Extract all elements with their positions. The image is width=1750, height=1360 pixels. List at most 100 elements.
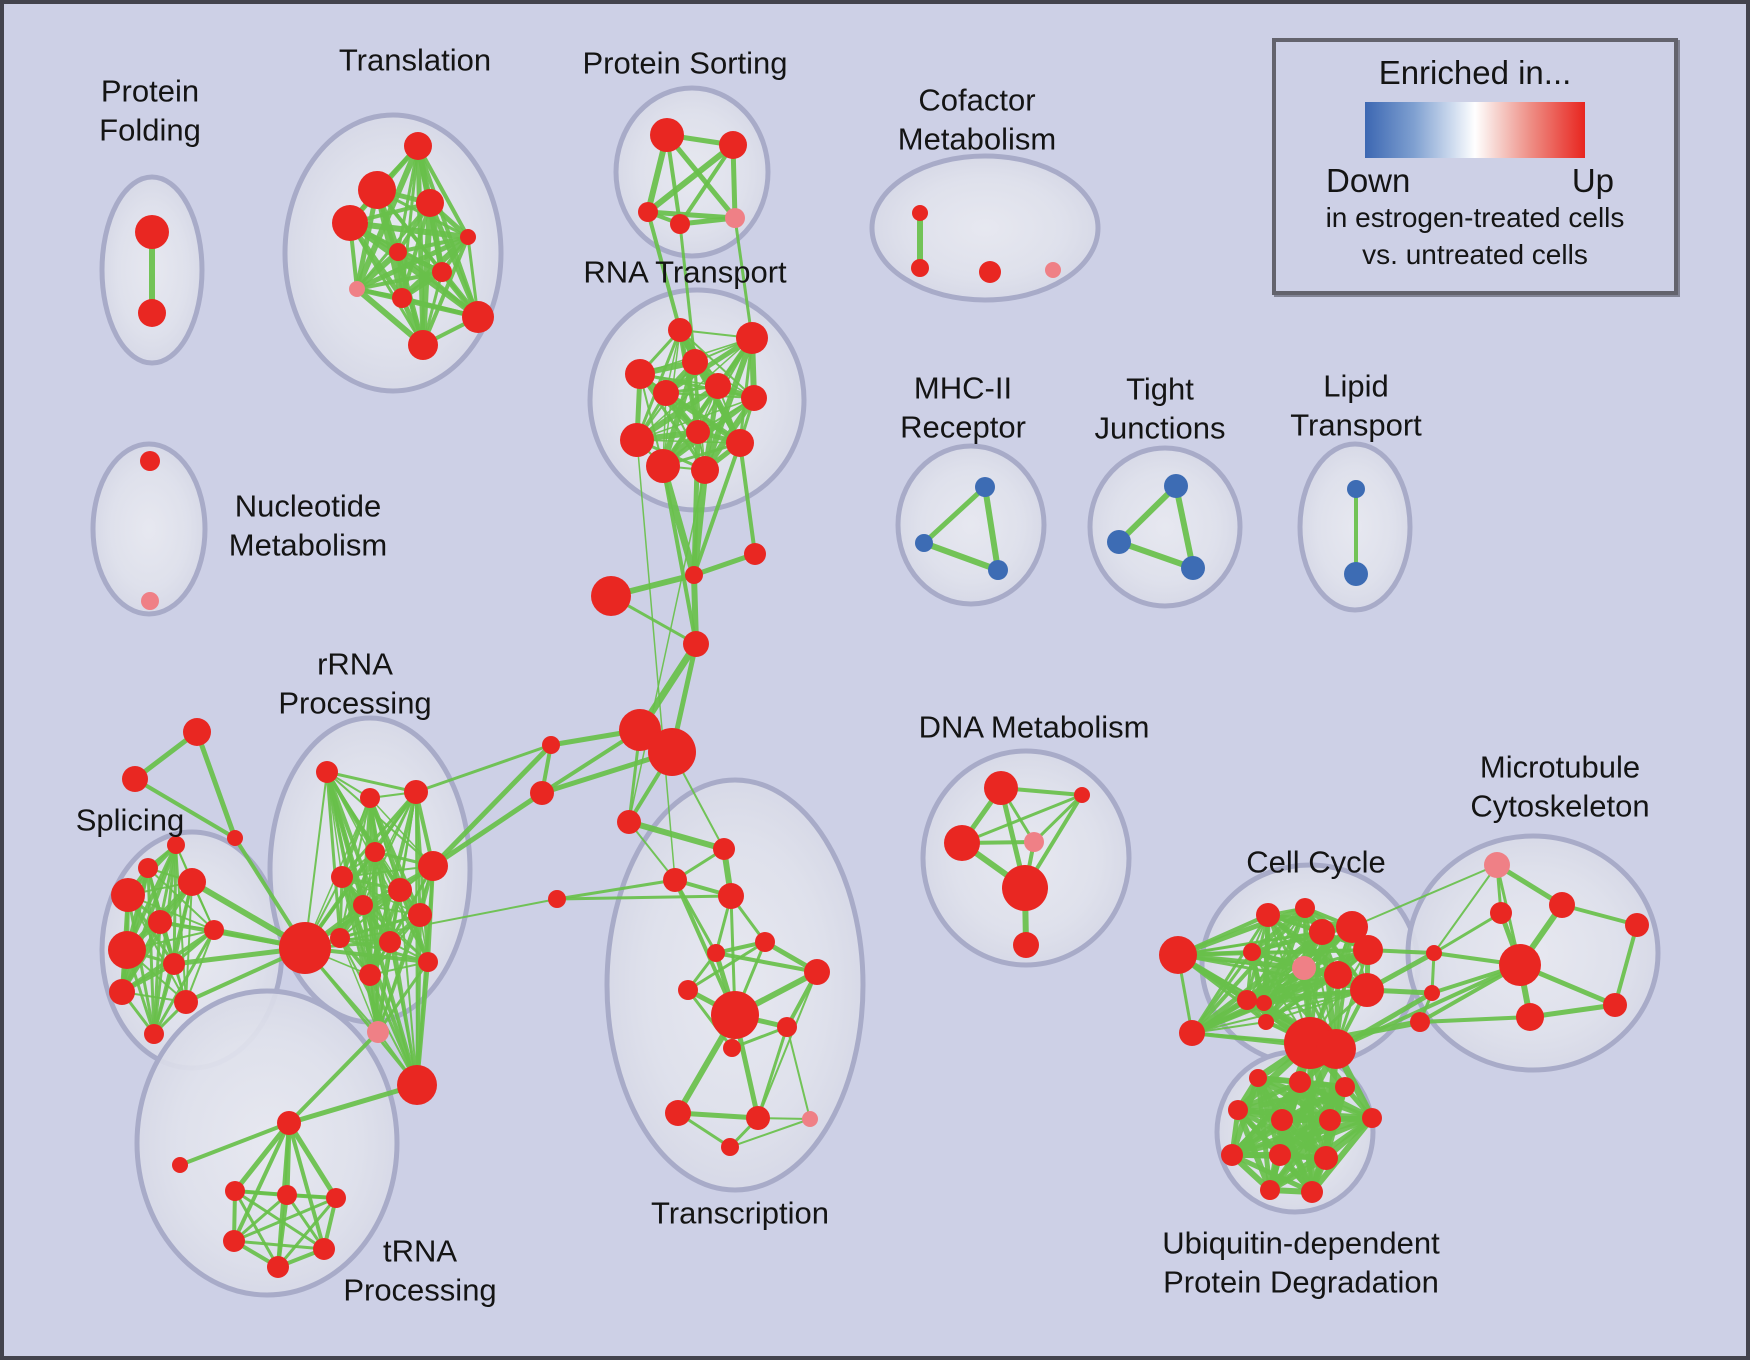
cluster-ellipse-tight-junctions	[1087, 445, 1243, 609]
network-node-trna-processing-6	[313, 1238, 335, 1260]
network-node-transcription-0	[617, 810, 641, 834]
network-edge-transcription	[729, 1118, 811, 1148]
network-edge-protein-sorting	[645, 142, 736, 215]
network-node-transcription-6	[678, 980, 698, 1000]
network-edge-rrna-processing	[415, 960, 430, 1087]
network-node-transcription-13	[802, 1111, 818, 1127]
network-node-splicing-0	[138, 858, 158, 878]
network-node-splicing-9	[174, 990, 198, 1014]
cluster-label-splicing: Splicing	[75, 802, 185, 838]
cluster-label-dna-metabolism: DNA Metabolism	[918, 709, 1150, 745]
network-node-protein-sorting-2	[638, 202, 658, 222]
network-node-rrna-processing-14	[367, 1021, 389, 1043]
network-node-transcription-2	[663, 868, 687, 892]
network-node-trna-processing-5	[223, 1230, 245, 1252]
network-node-microtubule-cytoskeleton-2	[1490, 902, 1512, 924]
network-node-translation-1	[358, 171, 396, 209]
network-edge-splicing-satellites	[194, 729, 238, 841]
network-edge-dna-metabolism	[960, 793, 1084, 845]
network-node-cell-cycle-3	[1295, 898, 1315, 918]
network-node-rna-transport-8	[686, 420, 710, 444]
network-edge-splicing	[185, 881, 193, 1003]
network-node-splicing-2	[111, 878, 145, 912]
network-edge-rrna-processing	[338, 913, 422, 940]
network-edge-protein-sorting--rna-transport	[733, 216, 754, 340]
network-edge-tight-junctions	[1116, 539, 1196, 571]
network-edge-protein-sorting	[678, 143, 735, 226]
network-edge-rrna-processing	[304, 771, 328, 949]
cluster-label-trna-processing: tRNA Processing	[343, 1233, 497, 1308]
network-edge-mhc-ii-receptor	[982, 484, 1001, 573]
network-node-rrna-processing-3	[365, 842, 385, 862]
network-node-rrna-processing-0	[316, 761, 338, 783]
cluster-label-cofactor-metabolism: Cofactor Metabolism	[897, 82, 1057, 157]
network-node-rna-transport-0	[668, 318, 692, 342]
network-edge-tight-junctions	[1173, 483, 1196, 571]
network-node-cofactor-metabolism-3	[1045, 262, 1061, 278]
network-node-cell-cycle-5	[1336, 911, 1368, 943]
network-node-splicing-1	[167, 836, 185, 854]
cluster-label-rna-transport: RNA Transport	[583, 254, 787, 290]
network-edge-splicing	[146, 866, 156, 1036]
network-edge-microtubule-cytoskeleton	[1418, 1015, 1532, 1024]
network-node-protein-sorting-0	[650, 118, 684, 152]
network-edge-rrna-processing	[341, 865, 434, 878]
network-node-ubiquitin-degradation-8	[1269, 1144, 1291, 1166]
network-edge-rrna-processing	[376, 940, 392, 1034]
network-node-cell-cycle-12	[1256, 995, 1272, 1011]
network-node-lipid-transport-1	[1344, 562, 1368, 586]
network-node-translation-0	[404, 132, 432, 160]
network-node-translation-7	[349, 281, 365, 297]
network-node-trna-processing-7	[267, 1256, 289, 1278]
network-node-lipid-transport-0	[1347, 480, 1365, 498]
network-node-rrna-processing-12	[418, 952, 438, 972]
network-node-translation-9	[462, 301, 494, 333]
network-node-transcription-4	[755, 932, 775, 952]
network-node-splicing-satellites-2	[227, 830, 243, 846]
network-node-translation-3	[416, 189, 444, 217]
network-edge-connector-hubs--transcription	[555, 894, 733, 901]
network-node-rrna-processing-4	[331, 866, 353, 888]
network-edge-rrna-processing	[339, 937, 418, 1086]
network-canvas	[90, 85, 1661, 1298]
network-edge-trna-processing	[276, 1196, 338, 1269]
cluster-ellipse-cofactor-metabolism	[869, 153, 1101, 303]
network-node-connector-hubs-7	[530, 781, 554, 805]
network-edge-tight-junctions	[1116, 483, 1179, 545]
network-node-ubiquitin-degradation-3	[1228, 1100, 1248, 1120]
network-node-rna-transport-11	[691, 456, 719, 484]
network-node-microtubule-cytoskeleton-5	[1603, 993, 1627, 1017]
network-node-splicing-8	[109, 979, 135, 1005]
cluster-label-mhc-ii-receptor: MHC-II Receptor	[900, 370, 1026, 445]
network-edge-dna-metabolism	[1032, 793, 1084, 844]
network-edge-trna-processing	[233, 1189, 280, 1269]
legend-gradient-bar	[1365, 102, 1585, 158]
network-node-transcription-11	[665, 1100, 691, 1126]
legend: Enriched in... Down Up in estrogen-treat…	[1272, 38, 1678, 295]
network-edge-protein-sorting--rna-transport	[646, 210, 682, 332]
network-edge-microtubule-cytoskeleton	[1613, 923, 1639, 1007]
network-edge-transcription	[673, 878, 737, 1017]
network-node-cell-cycle-2	[1256, 903, 1280, 927]
network-node-splicing-7	[163, 953, 185, 975]
network-edge-cell-cycle	[1190, 950, 1254, 1035]
network-node-transcription-10	[723, 1039, 741, 1057]
cluster-label-nucleotide-metabolism: Nucleotide Metabolism	[228, 488, 388, 563]
network-node-microtubule-cytoskeleton-9	[1625, 913, 1649, 937]
network-node-rna-transport-9	[726, 429, 754, 457]
network-node-rna-transport-1	[736, 322, 768, 354]
network-node-transcription-9	[777, 1017, 797, 1037]
network-edge-rna-transport--connector-hubs	[738, 441, 757, 556]
network-edge-trna-processing	[233, 1189, 326, 1251]
network-edge-cell-cycle	[1249, 905, 1308, 955]
network-edge-microtubule-cytoskeleton	[1527, 1002, 1618, 1020]
network-edge-translation	[416, 144, 470, 239]
network-edge-translation	[355, 270, 444, 291]
network-edge-rna-transport	[638, 372, 707, 472]
network-node-protein-folding-0	[135, 215, 169, 249]
network-node-splicing-10	[144, 1024, 164, 1044]
network-node-cell-cycle-4	[1309, 919, 1335, 945]
network-node-rrna-processing-9	[279, 922, 331, 974]
network-node-rrna-processing-15	[397, 1065, 437, 1105]
network-edge-mhc-ii-receptor	[921, 540, 1001, 573]
